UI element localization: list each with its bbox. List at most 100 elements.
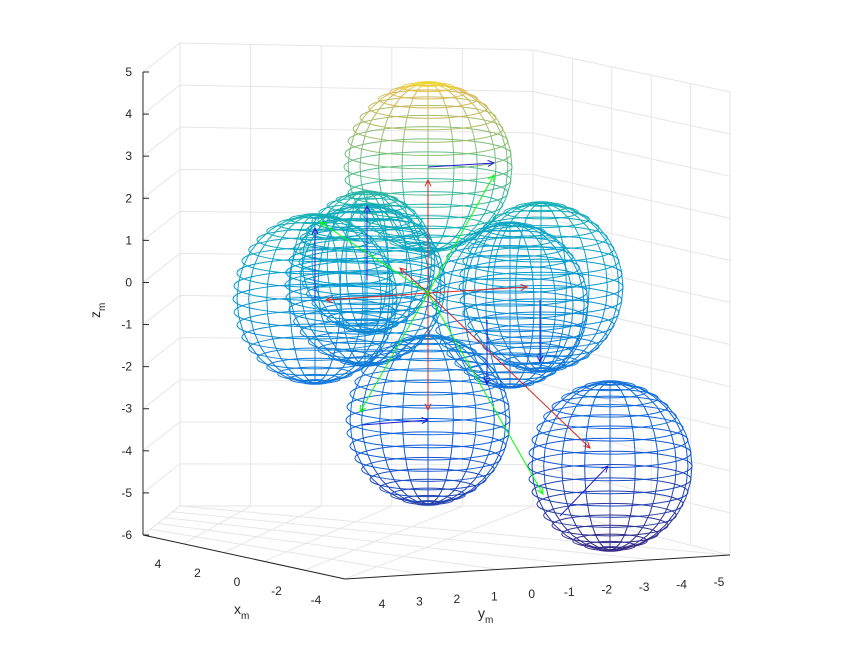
sphere-meridian — [451, 183, 454, 200]
sphere-meridian — [441, 349, 447, 361]
sphere-meridian — [379, 403, 382, 421]
sphere-meridian — [664, 512, 676, 526]
sphere-meridian — [390, 298, 394, 316]
sphere-meridian — [455, 226, 464, 238]
sphere-meridian — [674, 449, 677, 467]
sphere-meridian — [656, 449, 659, 467]
sphere-meridian — [385, 315, 389, 330]
sphere-meridian — [384, 341, 399, 351]
sphere-meridian — [294, 315, 303, 330]
sphere-meridian — [501, 183, 507, 200]
sphere-meridian — [586, 498, 590, 513]
sphere-meridian — [562, 336, 569, 351]
sphere-meridian — [591, 383, 601, 389]
sphere-meridian — [344, 220, 359, 230]
sphere-meridian — [349, 419, 353, 437]
sphere-meridian — [299, 214, 316, 218]
sphere-meridian — [437, 497, 447, 503]
sphere-meridian — [583, 216, 597, 228]
sphere-meridian — [390, 218, 399, 229]
sphere-meridian — [266, 298, 269, 316]
sphere-meridian — [586, 304, 589, 322]
sphere-meridian — [322, 210, 337, 219]
sphere-meridian — [474, 372, 487, 382]
sphere-meridian — [566, 208, 579, 218]
sphere-meridian — [495, 222, 511, 226]
sphere-meridian — [619, 383, 629, 389]
sphere-meridian — [390, 282, 394, 300]
sphere-meridian — [550, 364, 560, 370]
sphere-meridian — [404, 311, 416, 321]
sphere-meridian — [625, 543, 640, 549]
sphere-meridian — [475, 333, 487, 347]
vector-arrow — [359, 292, 429, 413]
sphere-meridian — [461, 466, 469, 480]
sphere-meridian — [553, 362, 566, 374]
sphere-meridian — [622, 383, 636, 389]
sphere-meridian — [379, 192, 392, 198]
sphere-meridian — [550, 209, 556, 218]
y-tick-label: -5 — [714, 575, 725, 589]
floor-gridline — [344, 505, 534, 580]
vector-arrowhead — [319, 221, 328, 229]
sphere-meridian — [468, 372, 482, 382]
sphere-meridian — [402, 337, 416, 343]
sphere-meridian — [571, 336, 579, 351]
sphere-meridian — [366, 373, 374, 389]
sphere-meridian — [306, 288, 314, 302]
sphere-meridian — [674, 419, 683, 435]
sphere-meridian — [386, 315, 392, 332]
sphere-meridian — [445, 466, 450, 480]
sphere-meridian — [397, 311, 407, 321]
sphere-meridian — [436, 320, 442, 337]
y-tick-label: 2 — [454, 592, 461, 606]
sphere-meridian — [570, 208, 585, 218]
sphere-meridian — [484, 107, 495, 121]
sphere-meridian — [577, 346, 589, 358]
sphere-meridian — [619, 388, 625, 397]
sphere-meridian — [547, 336, 553, 351]
sphere-meridian — [390, 315, 396, 332]
sphere-meridian — [379, 252, 388, 268]
sphere-meridian — [544, 406, 556, 420]
sphere-meridian — [346, 206, 357, 212]
sphere-meridian — [495, 373, 505, 389]
floor-gridline — [183, 505, 251, 545]
sphere-meridian — [409, 337, 419, 343]
sphere-meridian — [473, 349, 487, 361]
sphere-meridian — [382, 210, 392, 219]
sphere-meridian — [349, 300, 353, 312]
sphere-meridian — [500, 333, 508, 347]
sphere-meridian — [417, 337, 424, 343]
sphere-meridian — [623, 525, 629, 537]
sphere-meridian — [494, 150, 497, 168]
sphere-meridian — [296, 216, 306, 222]
sphere-meridian — [441, 244, 455, 250]
sphere-meridian — [288, 284, 291, 301]
sphere-meridian — [531, 465, 535, 483]
sphere-meridian — [594, 547, 611, 551]
sphere-meridian — [455, 96, 464, 108]
y-axis-line — [344, 554, 731, 580]
sphere-meridian — [436, 273, 442, 290]
sphere-meridian — [582, 388, 592, 397]
sphere-meridian — [361, 239, 371, 253]
sphere-meridian — [497, 198, 507, 214]
sphere-meridian — [328, 210, 341, 219]
sphere-meridian — [362, 360, 374, 374]
sphere-meridian — [337, 315, 341, 332]
sphere-meridian — [437, 337, 447, 343]
sphere-meridian — [544, 512, 556, 526]
tick-labels: 5 4 3 2 1 0 -1 -2 -3 -4 -5 -6 4 2 0 -2 -4 4 3 2 1 0 -1 -2 -3 -4 -5 — [121, 65, 724, 611]
sphere-meridian — [359, 166, 362, 184]
floor-gridline — [157, 522, 500, 570]
sphere-meridian — [586, 288, 589, 306]
sphere-meridian — [519, 333, 524, 347]
sphere-meridian — [462, 213, 470, 227]
sphere-meridian — [391, 319, 404, 328]
sphere-meridian — [538, 372, 552, 382]
sphere-meridian — [493, 120, 503, 136]
sphere-meridian — [492, 451, 501, 467]
sphere-meridian — [355, 373, 364, 389]
sphere-meridian — [372, 466, 382, 480]
